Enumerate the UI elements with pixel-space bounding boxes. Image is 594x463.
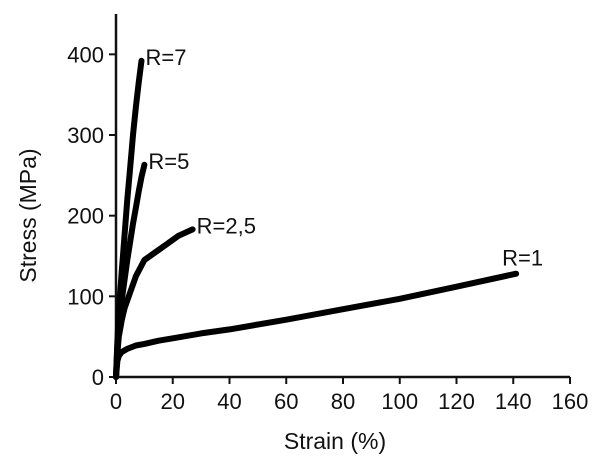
y-tick-label: 300 (67, 123, 104, 148)
x-tick-label: 20 (161, 389, 185, 414)
series-label-r-5: R=5 (148, 149, 189, 174)
series-line-r-1 (113, 270, 520, 380)
x-tick-label: 60 (274, 389, 298, 414)
series-line-r-7 (113, 57, 145, 380)
x-axis-title: Strain (%) (284, 428, 386, 454)
x-tick-label: 120 (438, 389, 475, 414)
y-tick-label: 0 (92, 365, 104, 390)
y-tick-label: 400 (67, 42, 104, 67)
x-tick-label: 100 (381, 389, 418, 414)
series-label-r-7: R=7 (146, 45, 187, 70)
x-tick-label: 80 (331, 389, 355, 414)
series-lines (113, 57, 520, 380)
x-tick-label: 160 (552, 389, 589, 414)
y-axis-title: Stress (MPa) (15, 148, 41, 282)
series-label-r-1: R=1 (502, 246, 543, 271)
x-tick-label: 40 (217, 389, 241, 414)
y-axis-ticks: 0 100 200 300 400 (67, 42, 116, 390)
y-tick-label: 200 (67, 204, 104, 229)
series-label-r-2-5: R=2,5 (197, 213, 256, 238)
x-tick-label: 0 (110, 389, 122, 414)
x-axis-ticks: 0 20 40 60 80 100 120 140 160 (110, 377, 588, 414)
y-tick-label: 100 (67, 284, 104, 309)
series-labels: R=1 R=2,5 R=5 R=7 (146, 45, 544, 271)
x-tick-label: 140 (495, 389, 532, 414)
